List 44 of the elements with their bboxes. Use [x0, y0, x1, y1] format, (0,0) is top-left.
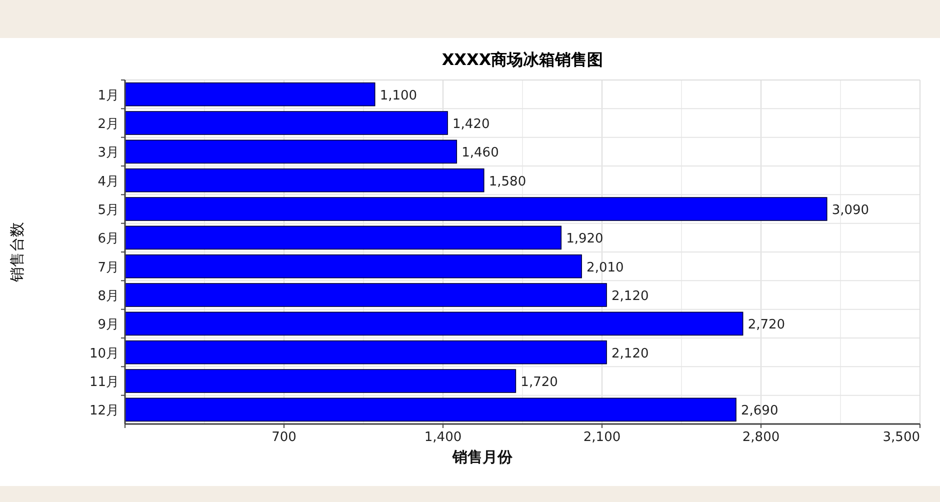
y-tick-label: 10月 [89, 346, 119, 362]
bar [124, 398, 736, 422]
data-label: 2,120 [612, 289, 649, 304]
y-tick-label: 1月 [98, 88, 119, 104]
y-tick-label: 5月 [98, 203, 119, 218]
bar [124, 340, 607, 364]
y-tick-label: 12月 [89, 404, 119, 419]
y-tick-label: 2月 [98, 117, 119, 132]
y-tick-label: 7月 [98, 260, 119, 276]
data-label: 1,720 [520, 375, 558, 390]
bar [124, 197, 828, 221]
data-label: 2,690 [741, 404, 778, 419]
bar [124, 168, 484, 192]
y-tick-label: 3月 [98, 146, 119, 161]
x-tick-label: 700 [272, 430, 296, 445]
bar [124, 111, 448, 135]
y-axis-title: 销售台数 [8, 222, 26, 283]
data-label: 2,720 [748, 318, 786, 333]
bar [124, 140, 458, 164]
data-label: 2,010 [586, 260, 624, 276]
x-axis-title: 销售月份 [452, 448, 514, 466]
bar [124, 226, 562, 250]
data-label: 2,120 [612, 346, 649, 362]
bar [124, 82, 376, 106]
y-tick-label: 8月 [98, 289, 119, 304]
data-label: 1,920 [566, 232, 604, 247]
x-tick-label: 2,100 [583, 430, 621, 445]
y-tick-label: 9月 [98, 318, 119, 333]
data-label: 1,580 [488, 174, 526, 190]
x-tick-label: 3,500 [882, 430, 920, 445]
data-label: 1,420 [452, 117, 490, 132]
bar [124, 312, 744, 336]
bar [124, 283, 607, 307]
y-tick-label: 6月 [98, 232, 119, 247]
y-tick-label: 11月 [89, 375, 119, 390]
x-tick-label: 1,400 [424, 430, 462, 445]
chart-title: XXXX商场冰箱销售图 [442, 50, 604, 69]
data-label: 3,090 [832, 203, 870, 218]
y-tick-label: 4月 [98, 174, 119, 190]
bar [124, 369, 516, 393]
x-tick-label: 2,800 [742, 430, 780, 445]
bar [124, 254, 582, 278]
data-label: 1,460 [462, 146, 499, 161]
data-label: 1,100 [380, 88, 418, 104]
